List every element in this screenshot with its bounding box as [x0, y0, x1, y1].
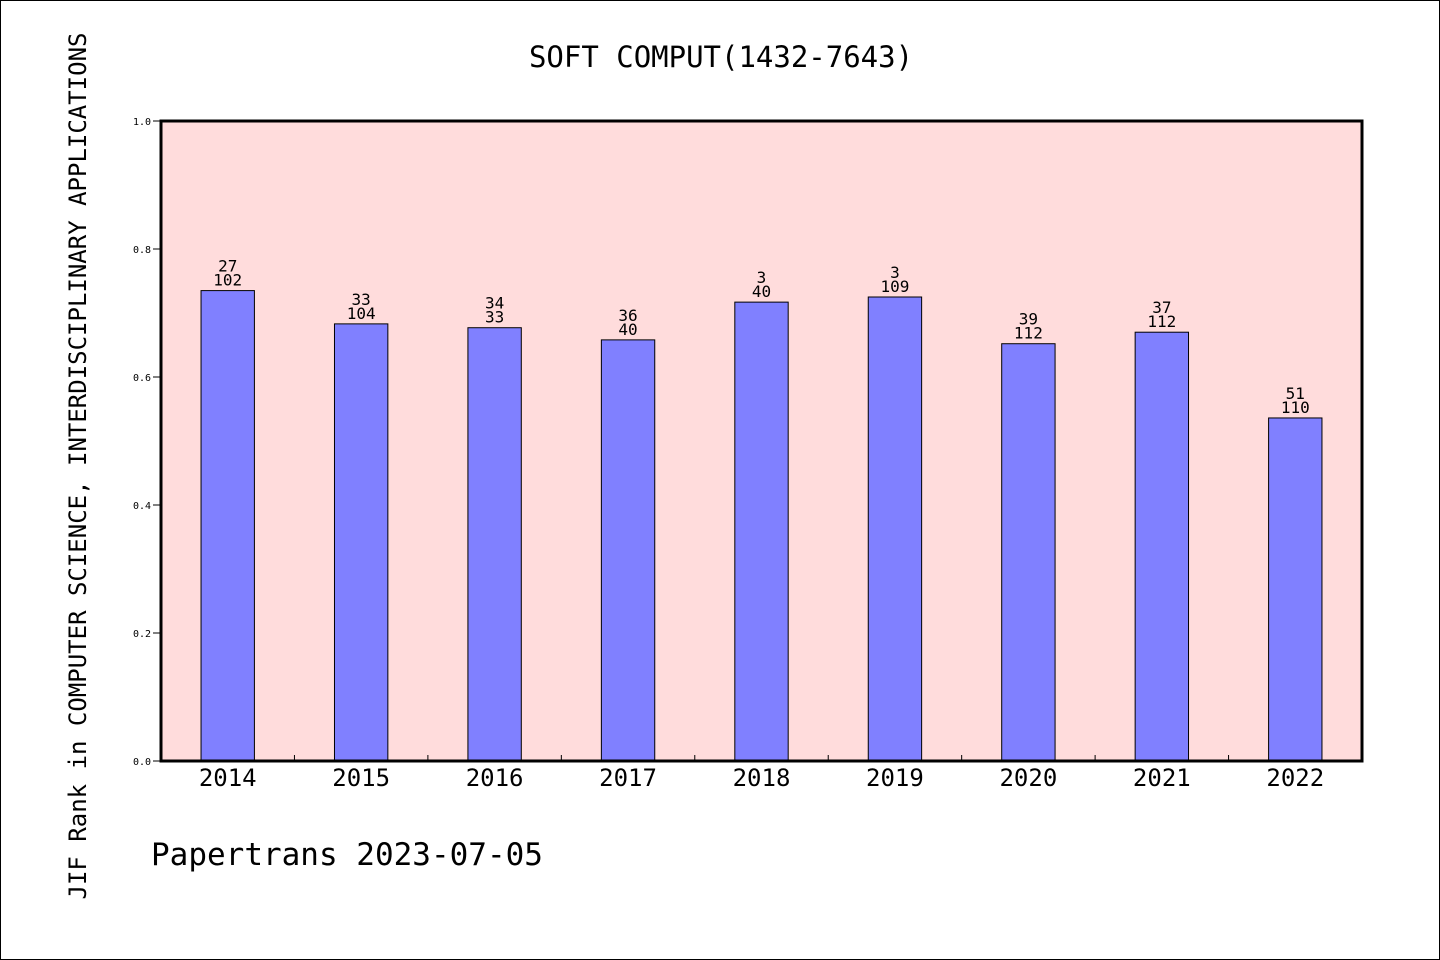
- bar-2018: [734, 301, 789, 762]
- y-tick-label: 0.4: [133, 501, 151, 512]
- bar-label-rank: 3: [890, 263, 900, 282]
- bar-2020: [1001, 343, 1056, 762]
- plot-frame: [159, 119, 1364, 763]
- bar-label-total: 40: [618, 320, 637, 339]
- y-tick-label: 0.0: [133, 757, 151, 768]
- bar-label-total: 33: [485, 308, 504, 327]
- x-tick-label: 2022: [1266, 764, 1324, 792]
- y-tick-label: 0.6: [133, 373, 151, 384]
- x-tick-label: 2017: [599, 764, 657, 792]
- bar-label-rank: 39: [1019, 310, 1038, 329]
- x-tick-label: 2015: [332, 764, 390, 792]
- footer-credit: Papertrans 2023-07-05: [151, 837, 543, 873]
- bar-label-rank: 36: [618, 306, 637, 325]
- x-tick-label: 2021: [1133, 764, 1191, 792]
- y-axis-ticks: 0.0 0.2 0.4 0.6 0.8 1.0: [133, 117, 161, 768]
- x-tick-label: 2018: [733, 764, 791, 792]
- y-tick-label: 1.0: [133, 117, 151, 128]
- y-tick-label: 0.8: [133, 245, 151, 256]
- bar-label-rank: 51: [1286, 384, 1305, 403]
- bar-label-rank: 33: [352, 290, 371, 309]
- bar-label-rank: 37: [1152, 298, 1171, 317]
- x-tick-label: 2020: [999, 764, 1057, 792]
- bars: [200, 290, 1323, 762]
- bar-2021: [1134, 331, 1190, 762]
- bar-label-rank: 3: [757, 268, 767, 287]
- bar-label-total: 40: [752, 282, 771, 301]
- bar-label-total: 112: [1014, 324, 1043, 343]
- x-tick-label: 2014: [199, 764, 257, 792]
- x-tick-label: 2016: [466, 764, 524, 792]
- bar-2015: [333, 323, 389, 762]
- bar-2017: [600, 339, 656, 762]
- bar-2019: [867, 296, 923, 762]
- bar-label-total: 102: [213, 271, 242, 290]
- x-axis-tick-labels: 2014 2015 2016 2017 2018 2019 2020 2021 2022: [199, 764, 1324, 792]
- bar-label-total: 112: [1147, 312, 1176, 331]
- y-tick-label: 0.2: [133, 629, 151, 640]
- x-tick-label: 2019: [866, 764, 924, 792]
- bar-label-total: 104: [347, 304, 376, 323]
- bar-label-total: 110: [1281, 398, 1310, 417]
- bar-label-rank: 27: [218, 257, 237, 276]
- bar-2016: [467, 327, 522, 762]
- bar-label-rank: 34: [485, 294, 504, 313]
- y-axis-label: JIF Rank in COMPUTER SCIENCE, INTERDISCI…: [64, 33, 92, 900]
- bar-label-total: 109: [880, 277, 909, 296]
- chart-title: SOFT COMPUT(1432-7643): [529, 40, 913, 74]
- bar-2022: [1268, 417, 1323, 762]
- bar-2014: [200, 290, 255, 762]
